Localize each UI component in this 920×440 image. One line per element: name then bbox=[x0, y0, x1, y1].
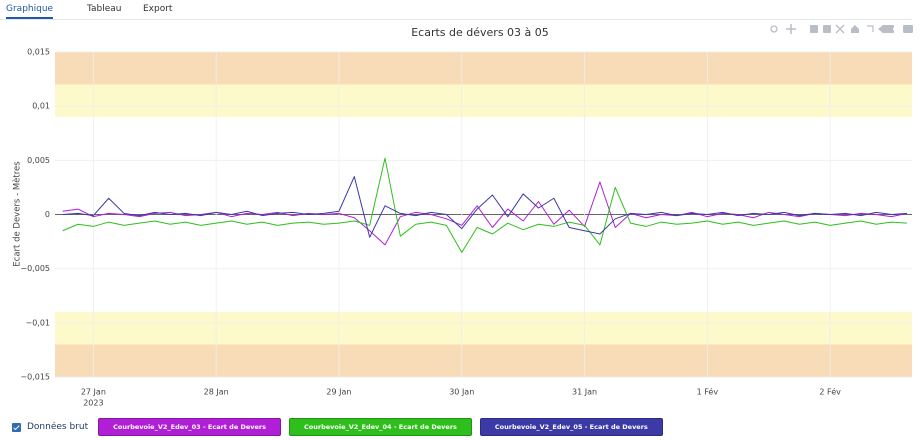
x-tick-label: 30 Jan bbox=[449, 388, 474, 397]
legend: Données brut Courbevoie_V2_Edev_03 - Eca… bbox=[12, 418, 671, 436]
x-year-label: 2023 bbox=[83, 399, 103, 408]
camera-icon[interactable] bbox=[903, 25, 913, 33]
x-tick-label: 28 Jan bbox=[204, 388, 229, 397]
legend-button[interactable]: Courbevoie_V2_Edev_05 - Ecart de Devers bbox=[479, 418, 663, 436]
zoom-icon[interactable] bbox=[770, 25, 778, 33]
y-axis-title: Ecart de Devers - Mètres bbox=[12, 161, 23, 267]
y-tick-label: 0,005 bbox=[27, 156, 50, 165]
x-tick-label: 27 Jan bbox=[81, 388, 106, 397]
spike-icon[interactable] bbox=[867, 25, 874, 32]
x-tick-label: 1 Fév bbox=[697, 387, 719, 397]
legend-button[interactable]: Courbevoie_V2_Edev_03 - Ecart de Devers bbox=[98, 418, 282, 436]
series-line bbox=[62, 157, 907, 253]
series-line bbox=[62, 176, 907, 238]
tab-bar: Graphique Tableau Export bbox=[0, 0, 912, 20]
y-tick-label: 0,015 bbox=[27, 48, 50, 57]
checkbox-label[interactable]: Données brut bbox=[27, 422, 89, 432]
x-tick-label: 29 Jan bbox=[326, 388, 351, 397]
chart: Ecarts de dévers 03 à 05 Ecart de Devers… bbox=[12, 24, 913, 408]
y-tick-label: −0,015 bbox=[20, 373, 50, 382]
x-tick-label: 31 Jan bbox=[572, 388, 597, 397]
threshold-band bbox=[55, 52, 912, 85]
zoom-in-icon[interactable] bbox=[810, 25, 818, 33]
pan-icon[interactable] bbox=[786, 24, 796, 34]
checkbox[interactable] bbox=[12, 422, 21, 432]
reset-icon[interactable] bbox=[851, 25, 859, 33]
legend-button[interactable]: Courbevoie_V2_Edev_04 - Ecart de Devers bbox=[289, 418, 472, 436]
threshold-band bbox=[55, 312, 912, 345]
y-tick-label: 0 bbox=[45, 210, 50, 219]
hover-compare-icon[interactable] bbox=[882, 30, 894, 33]
threshold-band bbox=[55, 344, 912, 377]
chart-title: Ecarts de dévers 03 à 05 bbox=[411, 26, 549, 39]
tab[interactable]: Export bbox=[143, 4, 173, 14]
threshold-band bbox=[55, 84, 912, 117]
series-line bbox=[62, 181, 907, 246]
autoscale-icon[interactable] bbox=[835, 24, 845, 34]
hover-compare-icon[interactable] bbox=[882, 25, 894, 28]
zoom-out-icon[interactable] bbox=[823, 25, 831, 33]
y-tick-label: −0,005 bbox=[20, 264, 50, 273]
tab[interactable]: Tableau bbox=[87, 4, 122, 14]
tab[interactable]: Graphique bbox=[6, 4, 54, 19]
x-tick-label: 2 Fév bbox=[819, 387, 841, 397]
y-tick-label: −0,01 bbox=[25, 318, 50, 327]
y-tick-label: 0,01 bbox=[32, 102, 50, 111]
plot-background bbox=[55, 51, 912, 378]
toolbar bbox=[770, 24, 913, 34]
